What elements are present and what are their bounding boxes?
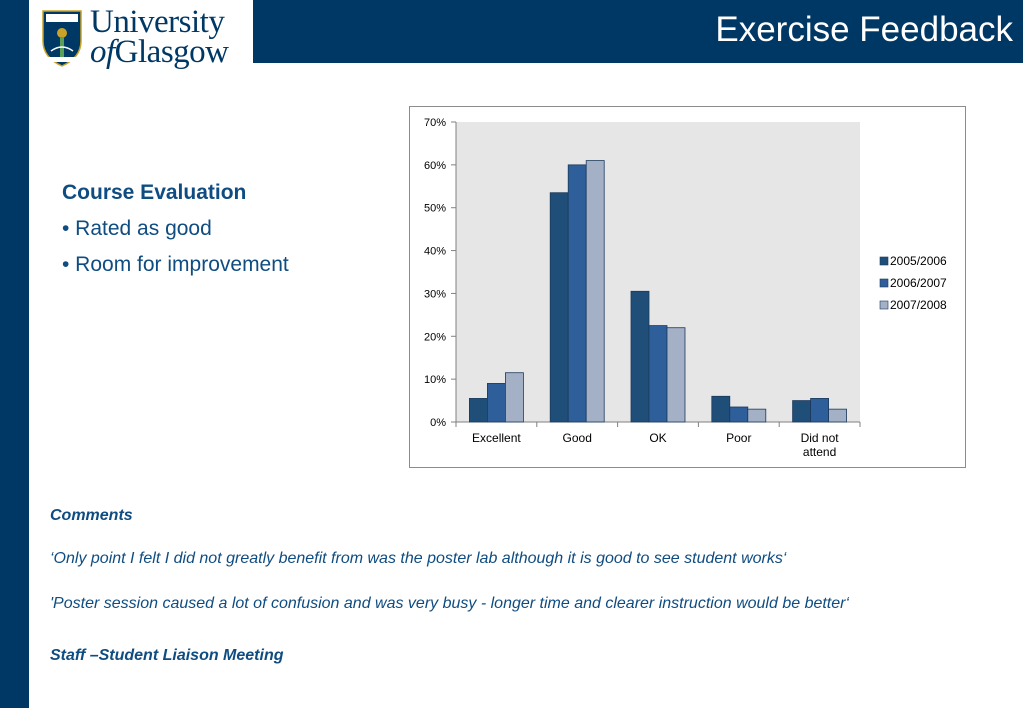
feedback-chart: 0% 10% 20% 30% 40% 50% 60% 70% Excellent Good OK Po… (409, 106, 966, 468)
bar-2006-2007 (648, 325, 668, 423)
bar-2005-2006 (630, 290, 650, 423)
y-tick-label: 70% (424, 117, 446, 129)
crest-icon (42, 10, 82, 67)
evaluation-heading: Course Evaluation (62, 181, 247, 204)
bar-2005-2006 (711, 395, 731, 423)
logo-wordmark-of: of (90, 34, 115, 70)
x-category-label: Poor (726, 431, 751, 445)
y-tick-label: 40% (424, 246, 446, 258)
x-category-label: OK (649, 431, 666, 445)
bar-2005-2006 (549, 192, 569, 423)
bar-2007-2008 (828, 408, 848, 423)
logo-wordmark-glasgow: ofGlasgow (90, 34, 229, 71)
comments-heading: Comments (50, 507, 133, 524)
evaluation-bullet: • Room for improvement (62, 253, 289, 276)
bar-2007-2008 (747, 408, 767, 423)
x-category-label: Did not (801, 431, 840, 445)
legend-swatch (879, 278, 889, 288)
evaluation-bullet: • Rated as good (62, 217, 212, 240)
bar-2007-2008 (505, 372, 524, 423)
comment-quote: ‘Only point I felt I did not greatly ben… (50, 550, 787, 567)
legend-label: 2006/2007 (890, 276, 947, 290)
legend-swatch (879, 300, 889, 310)
x-category-label: Excellent (472, 431, 521, 445)
bar-2006-2007 (487, 383, 506, 423)
x-category-label: attend (803, 445, 836, 459)
logo-wordmark-university: University (90, 4, 225, 40)
legend-label: 2005/2006 (890, 254, 947, 268)
bar-2007-2008 (666, 327, 686, 423)
comment-quote: 'Poster session caused a lot of confusio… (50, 595, 850, 612)
legend-swatch (879, 256, 889, 266)
university-logo[interactable]: University ofGlasgow (29, 0, 253, 75)
y-tick-label: 20% (424, 331, 446, 343)
y-tick-label: 10% (424, 374, 446, 386)
slide-title: Exercise Feedback (715, 10, 1013, 49)
bar-2007-2008 (585, 160, 605, 423)
legend-label: 2007/2008 (890, 298, 947, 312)
y-tick-label: 50% (424, 203, 446, 215)
y-tick-label: 0% (430, 417, 446, 429)
bar-2006-2007 (567, 164, 587, 423)
y-tick-label: 30% (424, 288, 446, 300)
bar-2005-2006 (792, 400, 812, 423)
logo-wordmark-glasgow-text: Glasgow (114, 34, 229, 70)
left-accent-bar (0, 0, 29, 708)
y-tick-label: 60% (424, 160, 446, 172)
bar-2006-2007 (729, 406, 749, 423)
feedback-bar-chart: 0% 10% 20% 30% 40% 50% 60% 70% Excellent Good OK Po… (424, 117, 947, 459)
course-evaluation-block: Course Evaluation • Rated as good • Room… (62, 181, 289, 289)
staff-student-meeting: Staff –Student Liaison Meeting (50, 647, 284, 664)
bar-2006-2007 (810, 398, 830, 423)
x-category-label: Good (563, 431, 592, 445)
bar-2005-2006 (469, 398, 488, 423)
